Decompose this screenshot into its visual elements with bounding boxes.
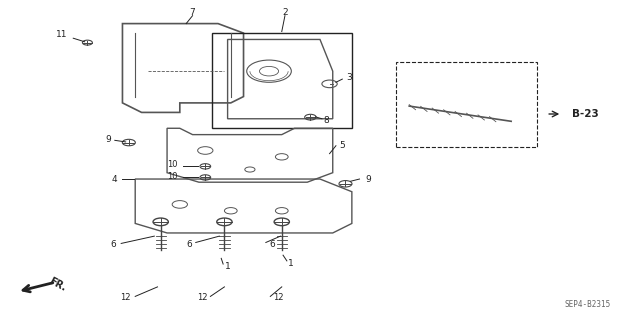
Text: 10: 10 <box>167 172 177 181</box>
Text: 6: 6 <box>186 240 192 249</box>
Text: 12: 12 <box>273 293 284 302</box>
Bar <box>212 33 352 128</box>
Text: 12: 12 <box>120 293 131 302</box>
Text: 2: 2 <box>282 8 288 17</box>
Text: 5: 5 <box>339 141 345 150</box>
Text: 9: 9 <box>106 135 111 144</box>
Text: 9: 9 <box>365 174 371 184</box>
Text: 1: 1 <box>289 259 294 268</box>
Text: 3: 3 <box>346 73 351 82</box>
Text: 11: 11 <box>56 30 84 42</box>
Text: 6: 6 <box>110 240 116 249</box>
Text: 12: 12 <box>197 293 207 302</box>
Text: 10: 10 <box>167 160 177 169</box>
Text: 6: 6 <box>269 240 275 249</box>
Text: SEP4-B2315: SEP4-B2315 <box>564 300 611 309</box>
Text: 7: 7 <box>189 8 195 17</box>
Text: FR.: FR. <box>47 276 68 293</box>
Text: 1: 1 <box>225 262 230 271</box>
Bar <box>396 62 537 147</box>
Text: 8: 8 <box>323 116 329 125</box>
Text: B-23: B-23 <box>572 109 598 119</box>
Text: 4: 4 <box>112 174 118 184</box>
